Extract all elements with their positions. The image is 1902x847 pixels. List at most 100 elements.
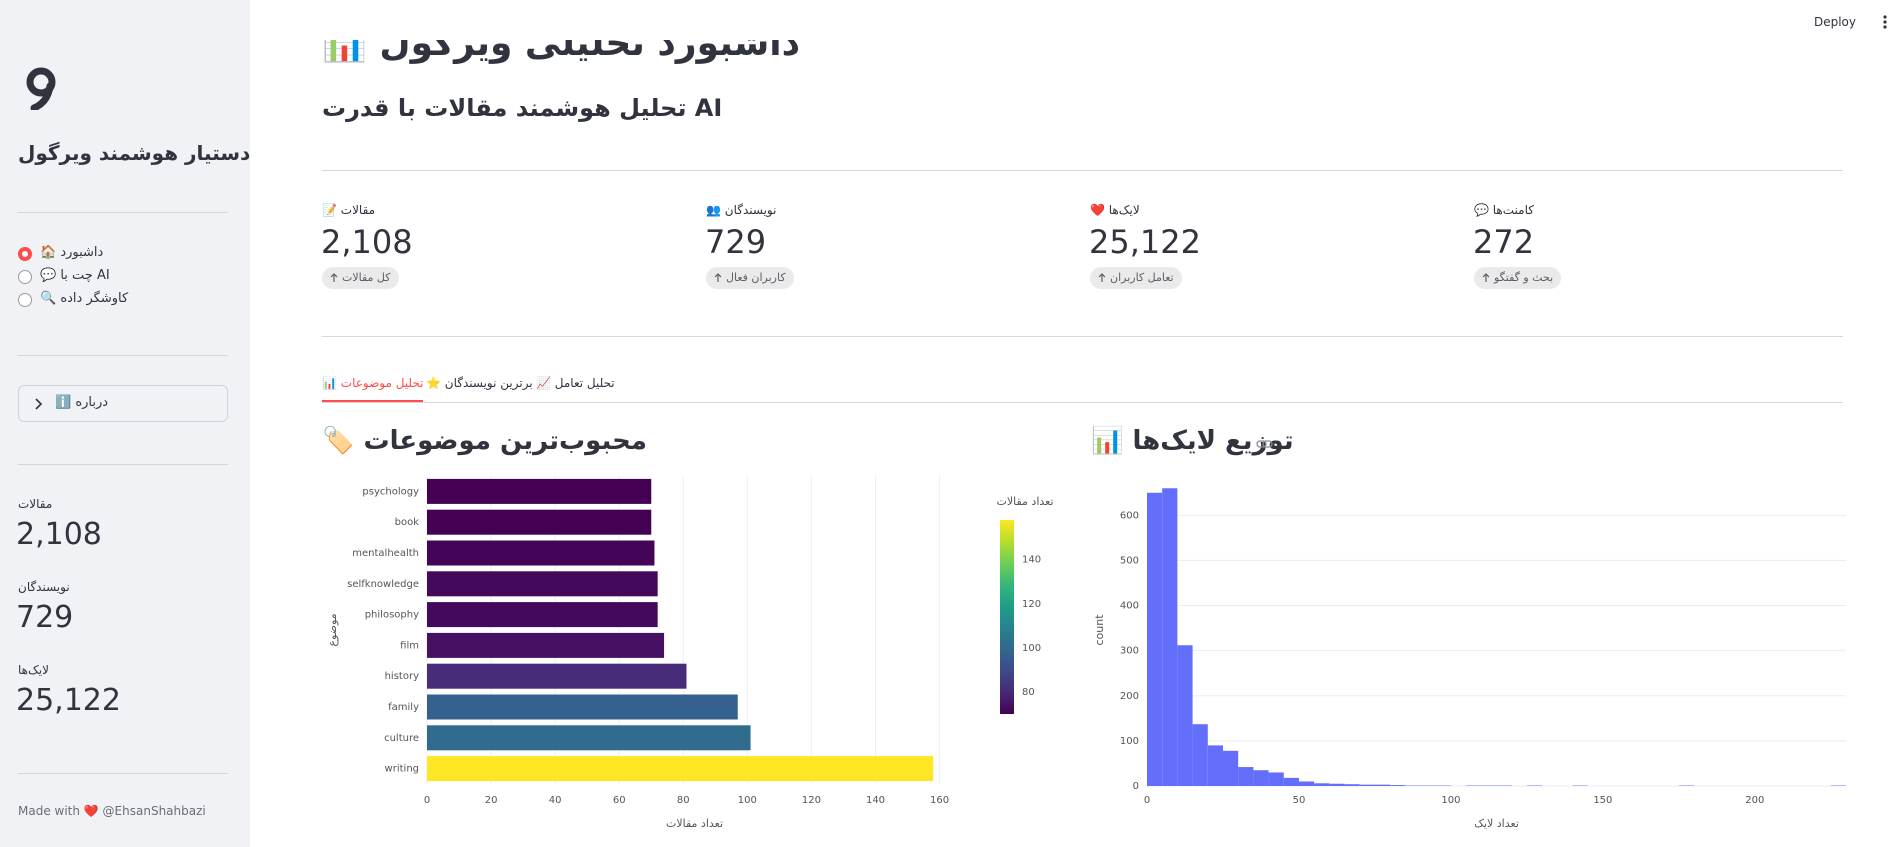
y-tick-label: psychology <box>362 486 419 497</box>
colorbar-tick-label: 80 <box>1022 687 1035 698</box>
radio-button[interactable] <box>18 293 32 307</box>
subtitle: تحلیل هوشمند مقالات با قدرت AI <box>322 94 723 122</box>
expander-label: ℹ️ درباره <box>55 395 109 410</box>
x-tick-label: 100 <box>738 795 757 806</box>
bar <box>427 756 934 782</box>
y-tick-label: culture <box>384 733 419 744</box>
stat-value: 729 <box>16 600 74 635</box>
metric-value: 2,108 <box>321 223 413 261</box>
y-axis-title: موضوع <box>326 613 339 646</box>
metric-delta: تعامل کاربران <box>1090 267 1182 289</box>
deploy-button[interactable]: Deploy <box>1813 15 1856 29</box>
header: Deploy <box>250 0 1902 40</box>
radio-button[interactable] <box>18 247 32 261</box>
delta-arrow <box>714 273 722 282</box>
histogram-bar <box>1162 488 1178 786</box>
footer: Made with ❤️ @EhsanShahbazi <box>18 804 206 818</box>
bar <box>427 540 655 566</box>
histogram-bar <box>1390 785 1406 786</box>
y-tick-label: 400 <box>1120 601 1139 612</box>
metric-label: 👥 نویسندگان <box>706 203 777 217</box>
colorbar-tick-label: 140 <box>1022 555 1041 566</box>
x-tick-label: 150 <box>1593 795 1612 806</box>
metric-value: 729 <box>705 223 767 261</box>
bar <box>427 632 665 658</box>
nav-option[interactable]: 🏠 داشبورد <box>40 245 104 260</box>
bar <box>427 602 658 628</box>
y-tick-label: family <box>388 702 419 713</box>
histogram-bar <box>1147 492 1163 786</box>
menu-icon[interactable] <box>1882 14 1888 30</box>
histogram-bar <box>1283 777 1299 786</box>
histogram-bar <box>1359 784 1375 786</box>
x-tick-label: 100 <box>1441 795 1460 806</box>
histogram-bar <box>1374 784 1391 786</box>
bar <box>427 571 658 597</box>
metric-label: ❤️ لایک‌ها <box>1090 203 1140 217</box>
divider <box>322 336 1843 337</box>
divider <box>18 212 228 213</box>
delta-text: کاربران فعال <box>726 271 786 284</box>
tab[interactable]: 📈 تحلیل تعامل <box>536 376 615 390</box>
histogram-bar <box>1207 745 1223 786</box>
colorbar <box>1000 520 1014 714</box>
chart-title: 🏷️ محبوب‌ترین موضوعات <box>322 426 647 456</box>
y-tick-label: philosophy <box>365 610 419 621</box>
histogram-bar <box>1314 783 1330 786</box>
y-tick-label: 200 <box>1120 691 1139 702</box>
y-axis-title: count <box>1093 614 1106 646</box>
x-tick-label: 60 <box>613 795 626 806</box>
about-expander[interactable]: ℹ️ درباره <box>18 385 228 422</box>
logo <box>26 67 56 110</box>
y-tick-label: writing <box>385 764 419 775</box>
nav-option[interactable]: 🔍 کاوشگر داده <box>40 291 129 306</box>
x-tick-label: 80 <box>677 795 690 806</box>
x-axis-title: تعداد مقالات <box>666 817 723 830</box>
tab[interactable]: ⭐ برترین نویسندگان <box>426 376 533 390</box>
delta-arrow <box>1098 273 1106 282</box>
bar <box>427 663 687 689</box>
bar <box>427 509 652 535</box>
x-tick-label: 120 <box>802 795 821 806</box>
tab-highlight <box>322 400 423 402</box>
metric-value: 272 <box>1473 223 1535 261</box>
colorbar-title: تعداد مقالات <box>996 495 1053 508</box>
colorbar-tick-label: 100 <box>1022 643 1041 654</box>
x-tick-label: 40 <box>549 795 562 806</box>
y-tick-label: selfknowledge <box>347 579 419 590</box>
bar <box>427 478 652 504</box>
stat-label: نویسندگان <box>18 580 70 594</box>
y-tick-label: 100 <box>1120 736 1139 747</box>
chevron-icon <box>35 398 43 410</box>
histogram-bar <box>1192 724 1208 786</box>
histogram-bar <box>1268 772 1284 786</box>
x-tick-label: 0 <box>424 795 430 806</box>
y-tick-label: 300 <box>1120 646 1139 657</box>
y-tick-label: 0 <box>1133 781 1139 792</box>
link-icon[interactable] <box>1256 438 1274 450</box>
colorbar-tick-label: 120 <box>1022 599 1041 610</box>
histogram-bar <box>1298 781 1315 786</box>
metric-delta: بحث و گفتگو <box>1474 267 1562 289</box>
y-tick-label: film <box>400 640 419 651</box>
tab-border <box>322 402 1843 403</box>
bar <box>427 694 738 720</box>
histogram-bar <box>1329 783 1345 786</box>
x-tick-label: 0 <box>1144 795 1150 806</box>
divider <box>18 355 228 356</box>
divider <box>18 464 228 465</box>
radio-button[interactable] <box>18 270 32 284</box>
y-tick-label: 500 <box>1120 555 1139 566</box>
metric-value: 25,122 <box>1089 223 1201 261</box>
nav-option[interactable]: 💬 چت با AI <box>40 268 110 283</box>
y-tick-label: history <box>385 671 419 682</box>
tab[interactable]: 📊 تحلیل موضوعات <box>322 376 424 390</box>
metric-label: 💬 کامنت‌ها <box>1474 203 1534 217</box>
delta-text: بحث و گفتگو <box>1494 271 1554 284</box>
divider <box>322 170 1843 171</box>
x-tick-label: 160 <box>930 795 949 806</box>
x-tick-label: 200 <box>1745 795 1764 806</box>
x-axis-title: تعداد لایک <box>1474 817 1519 830</box>
